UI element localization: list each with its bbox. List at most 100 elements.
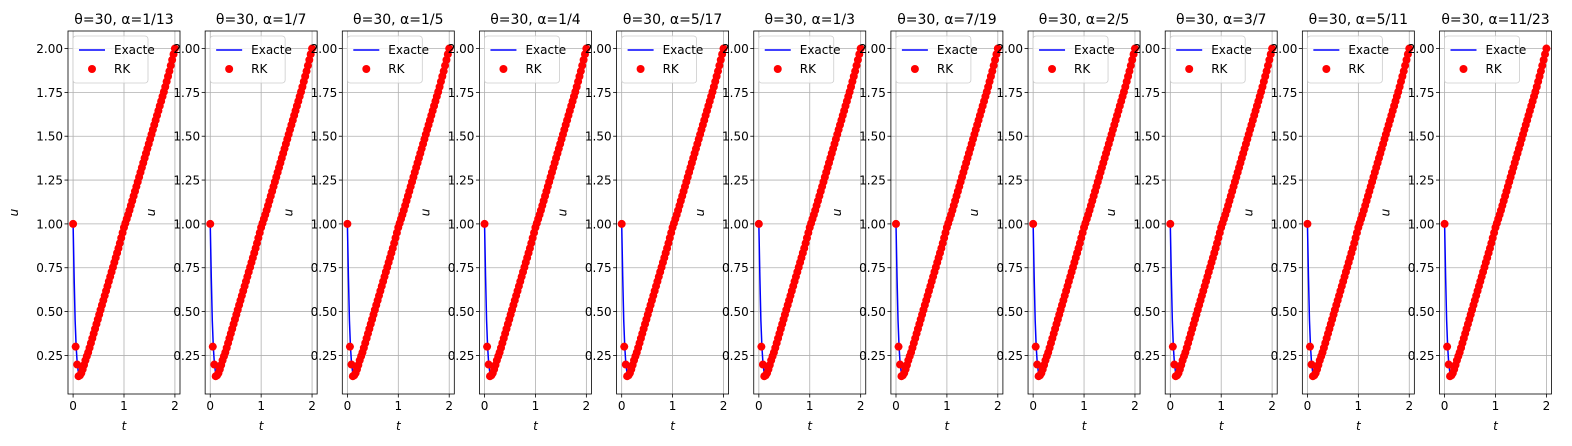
y-tick-label: 1.00 <box>585 217 612 231</box>
y-tick-label: 0.50 <box>1408 305 1435 319</box>
y-tick-label: 1.25 <box>859 174 886 188</box>
x-tick-label: 0 <box>755 399 763 413</box>
y-tick-label: 1.75 <box>859 86 886 100</box>
y-tick-label: 0.75 <box>1133 261 1160 275</box>
subplot-title: θ=30, α=1/4 <box>490 12 581 28</box>
rk-marker <box>754 219 763 228</box>
x-tick-label: 2 <box>1268 399 1276 413</box>
y-tick-label: 0.25 <box>311 349 338 363</box>
y-tick-label: 1.25 <box>448 174 475 188</box>
rk-marker <box>582 44 591 53</box>
y-tick-label: 1.00 <box>1408 217 1435 231</box>
legend-label-exacte: Exacte <box>1348 43 1389 57</box>
x-tick-label: 0 <box>69 399 77 413</box>
x-tick-label: 1 <box>532 399 540 413</box>
y-axis-label: u <box>1104 208 1118 216</box>
x-tick-label: 2 <box>171 399 179 413</box>
x-tick-label: 1 <box>394 399 402 413</box>
x-tick-label: 1 <box>1355 399 1363 413</box>
x-tick-label: 2 <box>994 399 1002 413</box>
y-tick-label: 1.00 <box>1271 217 1298 231</box>
legend-label-exacte: Exacte <box>388 43 429 57</box>
subplot-grid: 0 1 2 0.25 0.50 0.75 1.00 1.25 1.50 1.75 2.00 θ=30,… <box>7 12 1552 433</box>
rk-marker <box>1305 342 1314 351</box>
rk-marker <box>483 342 492 351</box>
y-tick-label: 0.75 <box>311 261 338 275</box>
y-tick-label: 0.25 <box>859 349 886 363</box>
y-tick-label: 2.00 <box>173 42 200 56</box>
plot-area <box>1029 44 1139 381</box>
rk-marker <box>69 219 78 228</box>
subplot-title: θ=30, α=7/19 <box>897 12 996 28</box>
legend-label-rk: RK <box>1348 62 1365 76</box>
x-tick-label: 1 <box>806 399 814 413</box>
y-tick-label: 0.50 <box>585 305 612 319</box>
legend-label-exacte: Exacte <box>114 43 155 57</box>
y-tick-label: 0.50 <box>1271 305 1298 319</box>
y-tick-label: 1.25 <box>1271 174 1298 188</box>
y-axis-label: u <box>1379 208 1393 216</box>
rk-marker <box>1029 219 1038 228</box>
y-axis-label: u <box>281 208 295 216</box>
y-tick-label: 1.50 <box>173 130 200 144</box>
subplot: 0 1 2 0.25 0.50 0.75 1.00 1.25 1.50 1.75 2.00 θ=30,… <box>830 12 1004 433</box>
rk-marker <box>210 360 219 369</box>
legend-marker-rk <box>773 65 782 73</box>
rk-marker <box>445 44 454 53</box>
y-tick-label: 1.00 <box>859 217 886 231</box>
legend-marker-rk <box>1185 65 1194 73</box>
legend-marker-rk <box>88 65 96 73</box>
rk-marker <box>894 342 903 351</box>
rk-marker <box>1031 342 1040 351</box>
y-tick-label: 1.50 <box>448 130 475 144</box>
y-tick-label: 0.50 <box>311 305 338 319</box>
x-tick-label: 2 <box>1543 399 1551 413</box>
legend-label-exacte: Exacte <box>1074 43 1115 57</box>
subplot: 0 1 2 0.25 0.50 0.75 1.00 1.25 1.50 1.75 2.00 θ=30,… <box>1241 12 1415 433</box>
y-tick-label: 1.25 <box>1133 174 1160 188</box>
x-tick-label: 1 <box>669 399 677 413</box>
y-tick-label: 1.00 <box>722 217 749 231</box>
subplot-title: θ=30, α=11/23 <box>1441 12 1549 28</box>
y-tick-label: 1.25 <box>585 174 612 188</box>
y-tick-label: 1.00 <box>173 217 200 231</box>
rk-marker <box>343 219 352 228</box>
subplot: 0 1 2 0.25 0.50 0.75 1.00 1.25 1.50 1.75 2.00 θ=30,… <box>281 12 455 433</box>
y-tick-label: 0.75 <box>996 261 1023 275</box>
rk-marker <box>1542 44 1551 53</box>
subplot: 0 1 2 0.25 0.50 0.75 1.00 1.25 1.50 1.75 2.00 θ=30,… <box>7 12 181 433</box>
rk-marker <box>1303 219 1312 228</box>
x-tick-label: 1 <box>1080 399 1088 413</box>
legend-label-rk: RK <box>937 62 954 76</box>
rk-marker <box>757 342 766 351</box>
rk-marker <box>170 44 179 53</box>
x-axis-label: t <box>1356 419 1362 433</box>
subplot-title: θ=30, α=2/5 <box>1039 12 1130 28</box>
y-tick-label: 1.50 <box>585 130 612 144</box>
rk-marker <box>1170 360 1179 369</box>
y-tick-label: 1.50 <box>1133 130 1160 144</box>
y-axis-label: u <box>693 208 707 216</box>
legend-label-rk: RK <box>1211 62 1228 76</box>
x-tick-label: 1 <box>120 399 128 413</box>
subplot: 0 1 2 0.25 0.50 0.75 1.00 1.25 1.50 1.75 2.00 θ=30,… <box>967 12 1141 433</box>
subplot: 0 1 2 0.25 0.50 0.75 1.00 1.25 1.50 1.75 2.00 θ=30,… <box>556 12 729 433</box>
y-tick-label: 1.75 <box>448 86 475 100</box>
rk-marker <box>896 360 905 369</box>
y-tick-label: 0.50 <box>859 305 886 319</box>
y-tick-label: 1.75 <box>1408 86 1435 100</box>
y-tick-label: 1.50 <box>996 130 1023 144</box>
x-tick-label: 2 <box>1405 399 1413 413</box>
rk-marker <box>719 44 728 53</box>
y-tick-label: 0.75 <box>173 261 200 275</box>
y-tick-label: 2.00 <box>1408 42 1435 56</box>
y-tick-label: 1.75 <box>722 86 749 100</box>
rk-marker <box>1443 342 1452 351</box>
y-tick-label: 0.25 <box>722 349 749 363</box>
x-axis-label: t <box>533 419 539 433</box>
rk-marker <box>1130 44 1139 53</box>
y-tick-label: 1.50 <box>722 130 749 144</box>
rk-marker <box>480 219 489 228</box>
y-axis-label: u <box>418 208 432 216</box>
